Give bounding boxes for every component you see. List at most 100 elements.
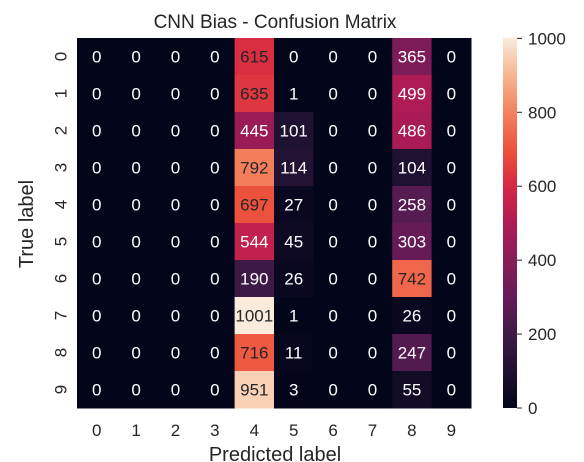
heatmap-cell (431, 223, 472, 261)
cell-label: 0 (92, 122, 101, 141)
colorbar-ticks: 0 200 400 600 800 1000 (517, 29, 566, 418)
heatmap-cell (274, 223, 314, 261)
heatmap-cell (195, 371, 236, 409)
cell-label: 0 (171, 48, 180, 67)
heatmap-cell (116, 38, 157, 76)
heatmap-cell (155, 334, 196, 372)
heatmap-cell (234, 371, 275, 409)
cell-label: 27 (284, 196, 303, 215)
cell-label: 0 (131, 85, 140, 104)
heatmap-cell (116, 75, 157, 113)
cell-label: 0 (328, 85, 337, 104)
heatmap-cell (352, 38, 393, 76)
heatmap-cell (77, 334, 117, 372)
heatmap-cell (77, 260, 117, 298)
heatmap-cell (431, 260, 472, 298)
heatmap-cell (234, 334, 275, 372)
cell-label: 0 (368, 85, 377, 104)
y-tick-label: 8 (52, 348, 71, 357)
heatmap-cell (431, 186, 472, 224)
y-axis-label: True label (16, 180, 38, 268)
cell-label: 0 (92, 196, 101, 215)
x-tick-label: 1 (131, 421, 140, 440)
heatmap-cell (234, 149, 275, 187)
heatmap-cell (274, 112, 314, 150)
cell-label: 0 (210, 307, 219, 326)
cell-label: 0 (171, 122, 180, 141)
cell-label: 0 (328, 233, 337, 252)
x-tick-label: 7 (368, 421, 377, 440)
cell-label: 0 (328, 270, 337, 289)
x-axis-label: Predicted label (209, 444, 341, 462)
cell-label: 1 (289, 85, 298, 104)
heatmap-cell (274, 186, 314, 224)
cell-label: 0 (131, 344, 140, 363)
y-tick-label: 7 (52, 311, 71, 320)
heatmap-cell (431, 297, 472, 335)
heatmap-cell (352, 75, 393, 113)
cell-label: 0 (328, 307, 337, 326)
heatmap-cell (431, 149, 472, 187)
chart-title: CNN Bias - Confusion Matrix (154, 12, 397, 33)
cell-label: 11 (285, 344, 303, 363)
heatmap-cell (234, 186, 275, 224)
cell-label: 0 (447, 85, 456, 104)
heatmap-cell (392, 371, 433, 409)
cell-label: 0 (171, 196, 180, 215)
cell-label: 0 (447, 307, 456, 326)
cell-label: 0 (131, 122, 140, 141)
cell-label: 0 (368, 159, 377, 178)
heatmap-cell (274, 260, 314, 298)
y-tick-label: 9 (52, 385, 71, 394)
cell-label: 26 (402, 307, 421, 326)
cell-label: 0 (368, 307, 377, 326)
heatmap-cell (431, 38, 472, 76)
colorbar-tick-label: 0 (528, 399, 537, 418)
heatmap-cell (77, 371, 117, 409)
heatmap-cell (77, 149, 117, 187)
heatmap-cell (313, 223, 354, 261)
cell-label: 0 (171, 85, 180, 104)
heatmap-cell (155, 112, 196, 150)
heatmap-cell (274, 149, 314, 187)
cell-label: 0 (171, 270, 180, 289)
heatmap-cells: 0 0 0 0 615 0 0 0 365 00 0 0 0 635 1 0 0 499 00 0 0 0 445 101 0 0… (77, 38, 472, 409)
cell-label: 499 (398, 85, 426, 104)
colorbar-tick-label: 200 (528, 325, 556, 344)
cell-label: 0 (289, 48, 298, 67)
cell-label: 0 (131, 307, 140, 326)
cell-label: 0 (447, 159, 456, 178)
cell-label: 0 (210, 344, 219, 363)
heatmap-cell (155, 75, 196, 113)
cell-label: 0 (210, 48, 219, 67)
x-tick-label: 0 (92, 421, 101, 440)
cell-label: 365 (398, 48, 426, 67)
cell-label: 716 (240, 344, 268, 363)
heatmap-cell (352, 334, 393, 372)
heatmap-cell (313, 112, 354, 150)
cell-label: 0 (171, 233, 180, 252)
cell-label: 0 (368, 196, 377, 215)
cell-label: 0 (328, 122, 337, 141)
heatmap-cell (234, 260, 275, 298)
heatmap-cell (116, 260, 157, 298)
cell-label: 0 (368, 122, 377, 141)
heatmap-cell (234, 112, 275, 150)
heatmap-cell (313, 297, 354, 335)
cell-label: 0 (328, 159, 337, 178)
y-tick-label: 3 (52, 163, 71, 172)
cell-label: 55 (402, 381, 421, 400)
cell-label: 0 (210, 233, 219, 252)
x-tick-label: 8 (407, 421, 416, 440)
cell-label: 0 (92, 48, 101, 67)
cell-label: 0 (92, 344, 101, 363)
cell-label: 247 (398, 344, 426, 363)
heatmap-cell (392, 186, 433, 224)
cell-label: 0 (328, 196, 337, 215)
heatmap-cell (77, 38, 117, 76)
cell-label: 0 (328, 48, 337, 67)
cell-label: 951 (240, 381, 268, 400)
heatmap-cell (352, 260, 393, 298)
cell-label: 0 (131, 233, 140, 252)
